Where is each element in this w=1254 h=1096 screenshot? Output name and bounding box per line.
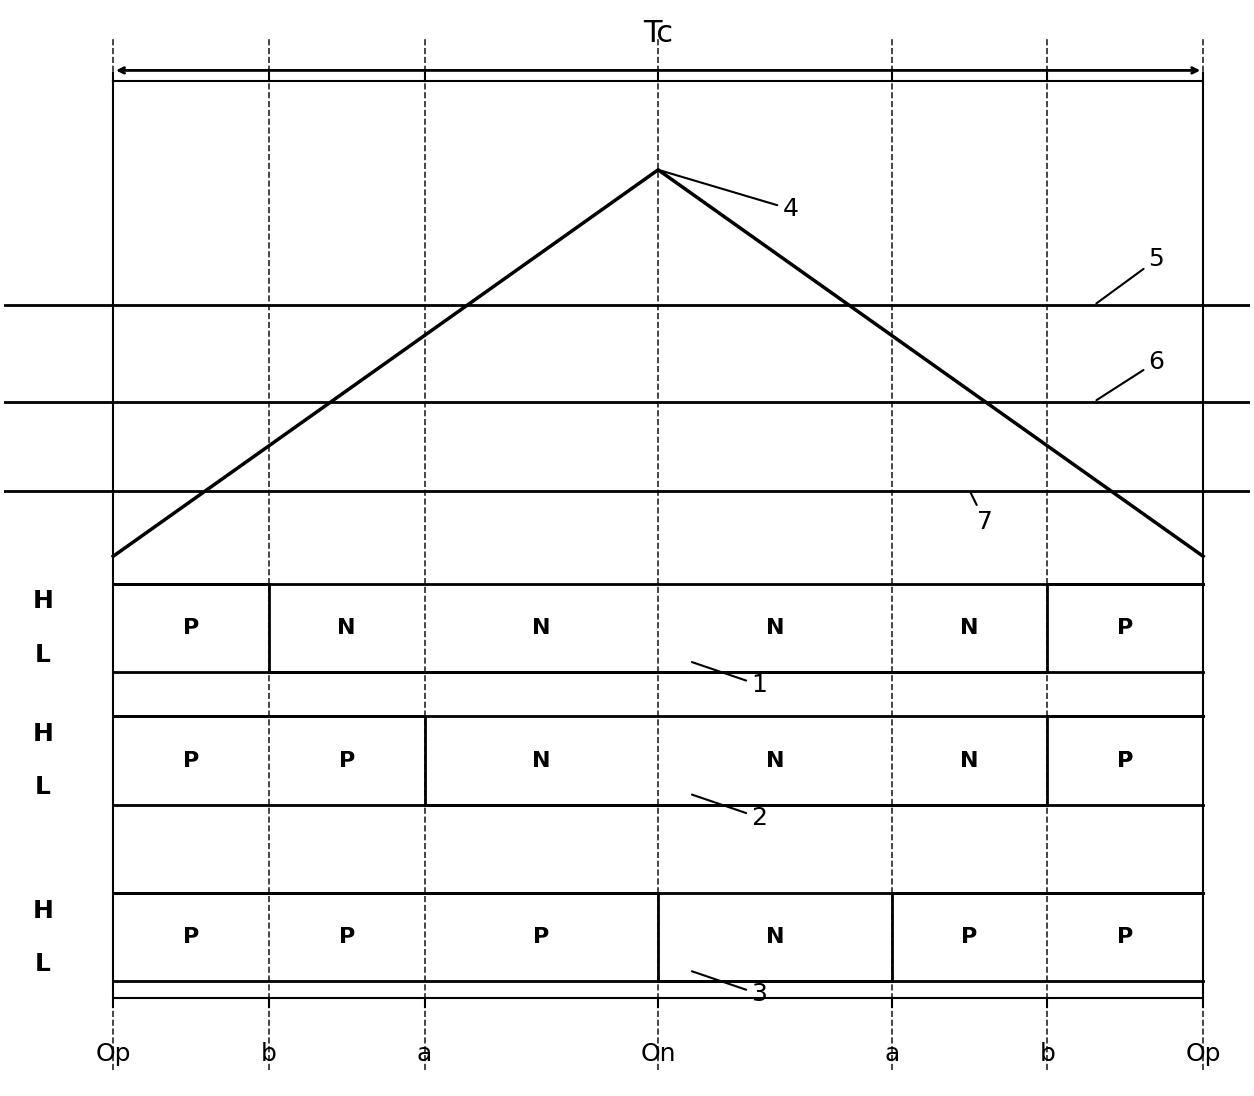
Text: P: P bbox=[962, 927, 978, 947]
Text: b: b bbox=[261, 1042, 277, 1066]
Text: N: N bbox=[532, 618, 551, 638]
Text: L: L bbox=[35, 952, 51, 975]
Text: P: P bbox=[1117, 751, 1134, 770]
Text: P: P bbox=[533, 927, 549, 947]
Text: L: L bbox=[35, 642, 51, 666]
Text: P: P bbox=[339, 927, 355, 947]
Text: L: L bbox=[35, 775, 51, 799]
Text: 7: 7 bbox=[971, 493, 993, 534]
Text: P: P bbox=[183, 618, 199, 638]
Text: Op: Op bbox=[1185, 1042, 1221, 1066]
Text: N: N bbox=[961, 751, 979, 770]
Text: Tc: Tc bbox=[643, 20, 673, 48]
Text: a: a bbox=[416, 1042, 433, 1066]
Text: 5: 5 bbox=[1096, 248, 1165, 304]
Text: N: N bbox=[766, 618, 784, 638]
Text: H: H bbox=[33, 590, 54, 614]
Text: N: N bbox=[961, 618, 979, 638]
Text: N: N bbox=[766, 751, 784, 770]
Text: On: On bbox=[641, 1042, 676, 1066]
Text: P: P bbox=[183, 927, 199, 947]
Text: 2: 2 bbox=[692, 795, 767, 830]
Text: Op: Op bbox=[95, 1042, 130, 1066]
Text: P: P bbox=[339, 751, 355, 770]
Text: N: N bbox=[766, 927, 784, 947]
Text: P: P bbox=[1117, 751, 1134, 770]
Text: 6: 6 bbox=[1096, 350, 1165, 400]
Text: N: N bbox=[532, 751, 551, 770]
Text: 4: 4 bbox=[661, 171, 799, 221]
Text: H: H bbox=[33, 899, 54, 923]
Text: a: a bbox=[884, 1042, 899, 1066]
Text: H: H bbox=[33, 722, 54, 746]
Text: b: b bbox=[1040, 1042, 1056, 1066]
Text: P: P bbox=[183, 751, 199, 770]
Text: 1: 1 bbox=[692, 662, 767, 697]
Text: P: P bbox=[1117, 927, 1134, 947]
Text: N: N bbox=[337, 618, 356, 638]
Text: 3: 3 bbox=[692, 971, 767, 1006]
Text: P: P bbox=[1117, 618, 1134, 638]
